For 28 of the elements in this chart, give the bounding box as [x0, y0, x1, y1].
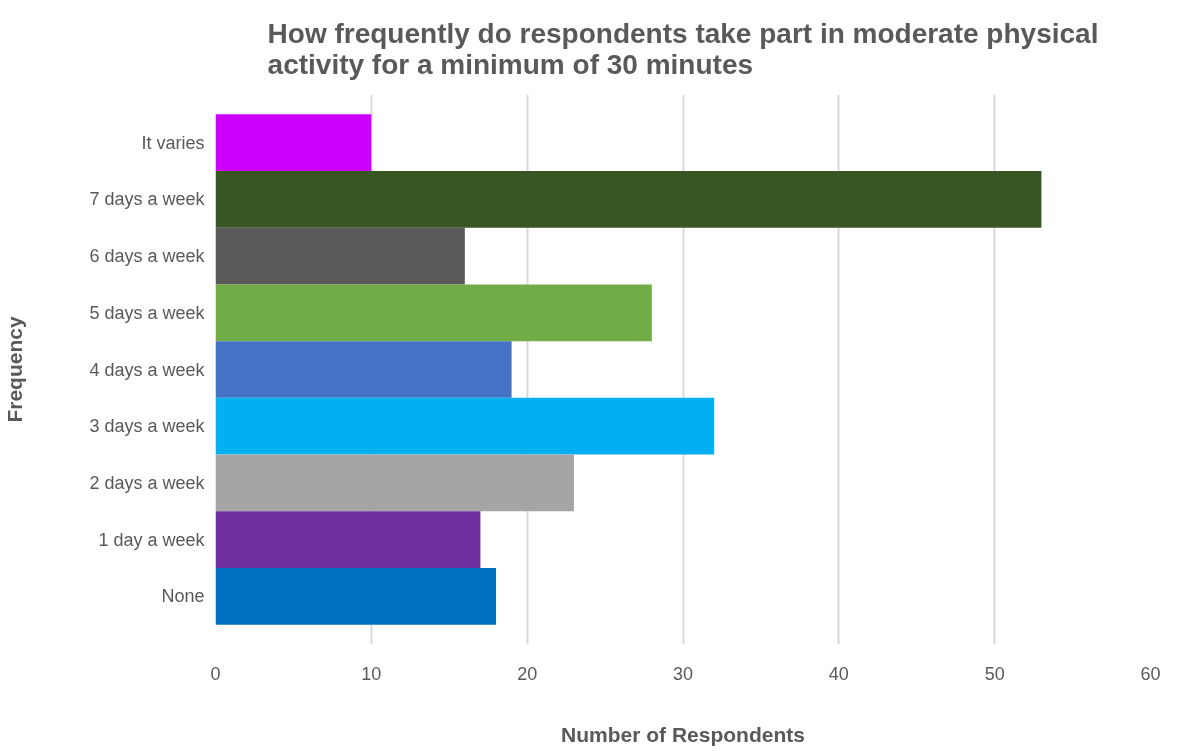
y-tick-label: 7 days a week — [89, 189, 206, 210]
x-tick-label: 30 — [672, 663, 694, 684]
bar — [215, 567, 496, 625]
y-tick-label: It varies — [141, 132, 205, 153]
x-tick-label: 10 — [361, 663, 382, 684]
y-axis-title: Frequency — [3, 316, 27, 423]
y-tick-label: 1 day a week — [98, 529, 206, 550]
y-tick-label: 4 days a week — [89, 359, 206, 380]
bar — [215, 454, 574, 512]
bar — [215, 511, 481, 568]
y-tick-label: None — [161, 586, 205, 607]
bar — [215, 227, 465, 285]
x-tick-label: 50 — [984, 663, 1005, 684]
bar — [215, 114, 372, 172]
y-tick-label: 6 days a week — [89, 246, 206, 267]
y-tick-label: 3 days a week — [89, 416, 206, 437]
bar — [215, 397, 715, 455]
x-tick-label: 20 — [517, 663, 538, 684]
y-tick-label: 5 days a week — [89, 302, 206, 323]
chart-title: How frequently do respondents take part in moderate physical activity for a minimum of 30 minutes — [267, 17, 1099, 80]
y-tick-label: 2 days a week — [89, 472, 206, 493]
bar — [215, 284, 652, 342]
x-axis-title: Number of Respondents — [561, 722, 805, 746]
x-tick-label: 60 — [1140, 663, 1161, 684]
x-tick-label: 40 — [828, 663, 849, 684]
bar — [215, 341, 512, 398]
x-tick-label: 0 — [210, 663, 221, 684]
bar — [215, 171, 1042, 228]
